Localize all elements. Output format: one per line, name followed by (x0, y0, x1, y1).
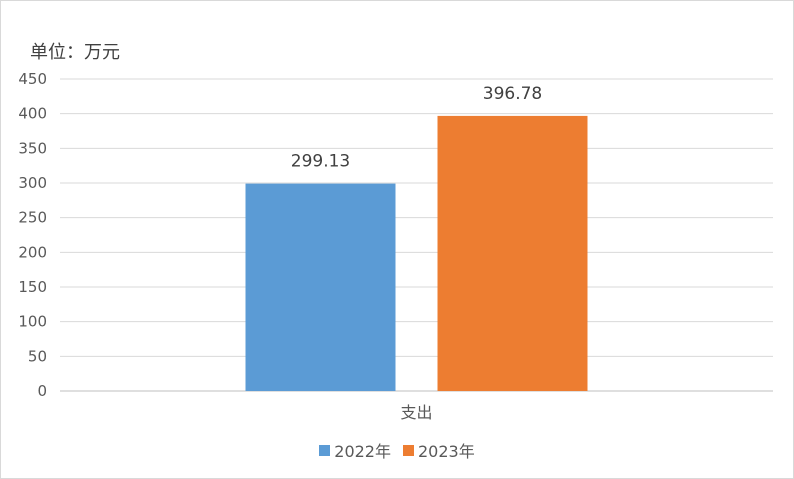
unit-label: 单位：万元 (30, 42, 120, 63)
legend: 2022年 2023年 (0, 438, 794, 462)
bar-2022 (245, 183, 396, 391)
y-tick-label-450: 450 (18, 70, 47, 88)
legend-swatch-2022 (319, 444, 331, 456)
y-tick-label-100: 100 (18, 313, 47, 331)
legend-label-2022: 2022年 (334, 442, 391, 461)
legend-item-2022: 2022年 (319, 438, 391, 462)
data-label-2023: 396.78 (483, 84, 542, 104)
bar-2023 (437, 115, 588, 391)
y-tick-label-350: 350 (18, 139, 47, 157)
y-tick-label-200: 200 (18, 243, 47, 261)
y-tick-label-0: 0 (37, 382, 47, 400)
y-tick-label-150: 150 (18, 278, 47, 296)
y-tick-label-300: 300 (18, 174, 47, 192)
x-category-label: 支出 (400, 403, 432, 422)
y-tick-label-250: 250 (18, 209, 47, 227)
y-tick-label-400: 400 (18, 105, 47, 123)
legend-item-2023: 2023年 (403, 438, 475, 462)
legend-swatch-2023 (403, 444, 414, 456)
y-tick-label-50: 50 (28, 347, 47, 365)
legend-label-2023: 2023年 (418, 442, 475, 461)
data-label-2022: 299.13 (291, 152, 350, 172)
